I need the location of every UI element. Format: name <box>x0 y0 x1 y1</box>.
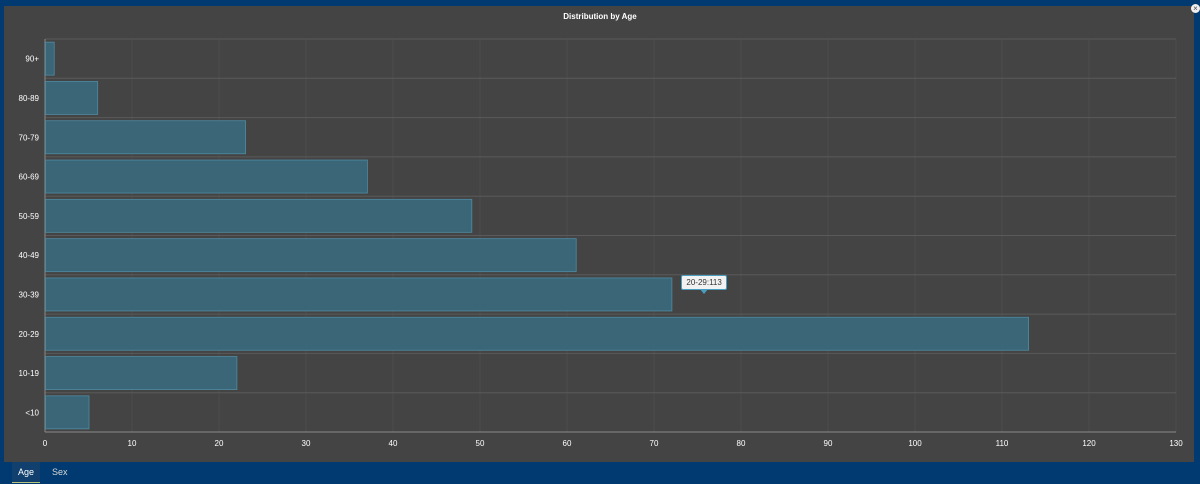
bar-10-19 <box>45 356 238 390</box>
x-tick-label: 30 <box>302 439 311 448</box>
bar-tooltip: 20-29:113 <box>681 274 727 294</box>
y-tick-label: 40-49 <box>19 251 40 260</box>
x-tick-label: 130 <box>1169 439 1183 448</box>
x-tick-label: 100 <box>908 439 922 448</box>
tooltip-arrow <box>700 288 709 294</box>
bar-60-69 <box>45 159 368 194</box>
y-tick-label: 70-79 <box>19 133 40 142</box>
bar-90+ <box>45 41 55 76</box>
x-tick-label: 80 <box>737 439 746 448</box>
y-tick-label: 10-19 <box>19 369 40 378</box>
y-tick-label: <10 <box>25 408 39 417</box>
x-tick-label: 20 <box>215 439 224 448</box>
x-tick-label: 50 <box>476 439 485 448</box>
x-tick-label: 10 <box>128 439 137 448</box>
x-tick-label: 110 <box>996 439 1009 448</box>
x-tick-label: 120 <box>1082 439 1096 448</box>
bar-chart: 90+ 80-89 70-79 60-69 50-59 40-49 30-39 20-29 10… <box>19 38 1183 448</box>
bar-40-49 <box>45 238 577 273</box>
tooltip-text: 20-29:113 <box>686 277 722 287</box>
y-tick-label: 30-39 <box>19 290 40 299</box>
chart-title: Distribution by Age <box>563 12 637 21</box>
bar-70-79 <box>45 120 247 155</box>
tab-sex[interactable]: Sex <box>52 467 68 477</box>
x-tick-label: 60 <box>563 439 572 448</box>
tab-bar: Age Sex <box>0 462 1200 484</box>
y-tick-label: 50-59 <box>19 212 40 221</box>
bar-20-29 <box>45 316 1029 351</box>
bar-50-59 <box>45 198 473 233</box>
x-tick-label: 40 <box>389 439 398 448</box>
x-tick-label: 90 <box>824 439 833 448</box>
x-tick-label: 0 <box>43 439 48 448</box>
x-tick-label: 70 <box>650 439 659 448</box>
close-icon[interactable]: × <box>1191 4 1200 13</box>
y-tick-label: 80-89 <box>19 94 40 103</box>
bar-<10 <box>45 395 90 430</box>
y-tick-label: 60-69 <box>19 173 40 182</box>
y-tick-label: 90+ <box>25 55 39 64</box>
bar-80-89 <box>45 81 99 115</box>
tab-age[interactable]: Age <box>12 462 41 483</box>
bar-30-39 <box>45 277 673 312</box>
y-tick-label: 20-29 <box>19 330 40 339</box>
